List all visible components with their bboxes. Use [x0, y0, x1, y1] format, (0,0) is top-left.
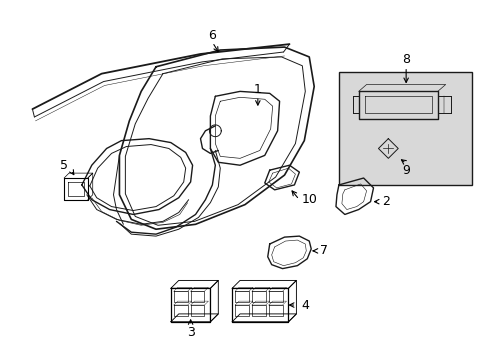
Bar [338, 72, 471, 185]
Text: 9: 9 [402, 164, 409, 177]
Text: 1: 1 [253, 83, 261, 96]
Text: 4: 4 [301, 298, 308, 311]
Text: 6: 6 [208, 29, 216, 42]
Text: 2: 2 [382, 195, 389, 208]
Text: 8: 8 [401, 53, 409, 66]
Text: 5: 5 [60, 159, 68, 172]
Text: 7: 7 [320, 244, 327, 257]
Text: 10: 10 [301, 193, 317, 206]
Text: 3: 3 [186, 326, 194, 339]
